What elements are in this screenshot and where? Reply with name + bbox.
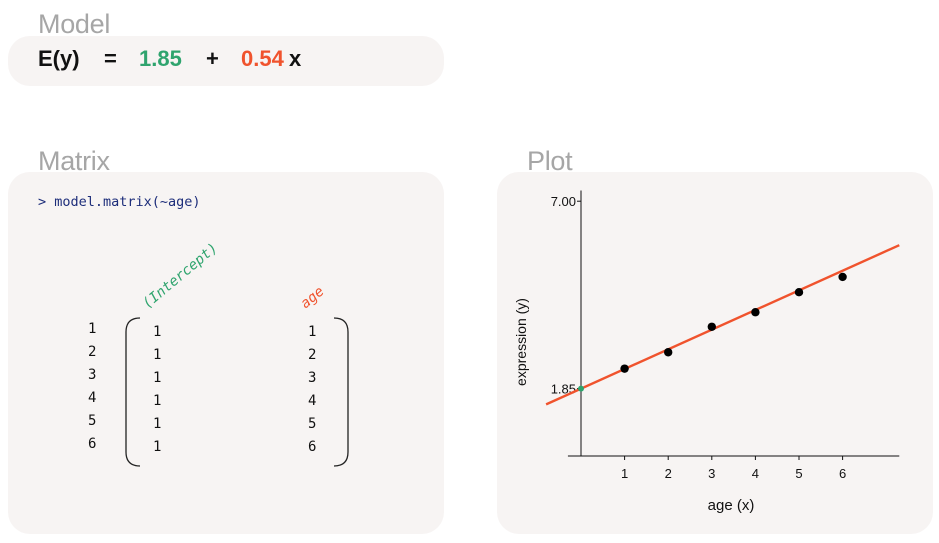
x-tick-label: 6: [839, 466, 846, 481]
equation-variable: x: [289, 46, 302, 71]
intercept-marker: [578, 385, 584, 392]
intercept-cell: 1: [153, 370, 162, 386]
age-cell: 5: [308, 416, 317, 432]
age-cell: 1: [308, 324, 317, 340]
x-tick-label: 5: [795, 466, 802, 481]
intercept-cell: 1: [153, 393, 162, 409]
data-point: [751, 308, 760, 317]
y-tick-label: 1.85: [551, 382, 576, 397]
x-tick-label: 4: [752, 466, 759, 481]
data-point: [838, 272, 847, 282]
x-tick-label: 1: [621, 466, 628, 481]
intercept-cell: 1: [153, 347, 162, 363]
row-name: 3: [88, 367, 97, 383]
row-name: 6: [88, 436, 97, 452]
plot-panel: [497, 172, 933, 534]
row-name: 4: [88, 390, 97, 406]
matrix-panel: [8, 172, 444, 534]
right-bracket: [333, 317, 349, 467]
equation-lhs: E(y): [38, 46, 80, 71]
intercept-cell: 1: [153, 416, 162, 432]
row-name: 1: [88, 321, 97, 337]
equation-slope: 0.54: [241, 46, 284, 71]
row-name: 2: [88, 344, 97, 360]
equation-plus: +: [206, 46, 219, 71]
matrix-title: Matrix: [38, 146, 110, 176]
equation-intercept: 1.85: [139, 46, 182, 71]
age-cell: 4: [308, 393, 317, 409]
intercept-cell: 1: [153, 324, 162, 340]
data-point: [707, 322, 716, 331]
plot-title: Plot: [527, 146, 573, 176]
r-command: > model.matrix(~age): [38, 194, 201, 210]
data-point: [664, 348, 673, 357]
x-tick-label: 2: [665, 466, 672, 481]
y-axis-label: expression (y): [513, 298, 529, 386]
age-cell: 2: [308, 347, 317, 363]
y-tick-label: 7.00: [551, 194, 576, 209]
left-bracket: [125, 317, 141, 467]
x-axis-label: age (x): [708, 497, 755, 514]
data-point: [620, 364, 629, 373]
age-cell: 6: [308, 439, 317, 455]
row-name: 5: [88, 413, 97, 429]
equation-equals: =: [104, 46, 117, 71]
regression-line: [545, 244, 900, 406]
model-title: Model: [38, 9, 111, 39]
model-panel: [8, 36, 444, 86]
scatter-plot: 1 2 3 4 5 6 1.85 7.00 age (x) expression (y): [513, 190, 900, 514]
intercept-cell: 1: [153, 439, 162, 455]
age-cell: 3: [308, 370, 317, 386]
x-tick-label: 3: [708, 466, 715, 481]
data-point: [794, 288, 804, 297]
